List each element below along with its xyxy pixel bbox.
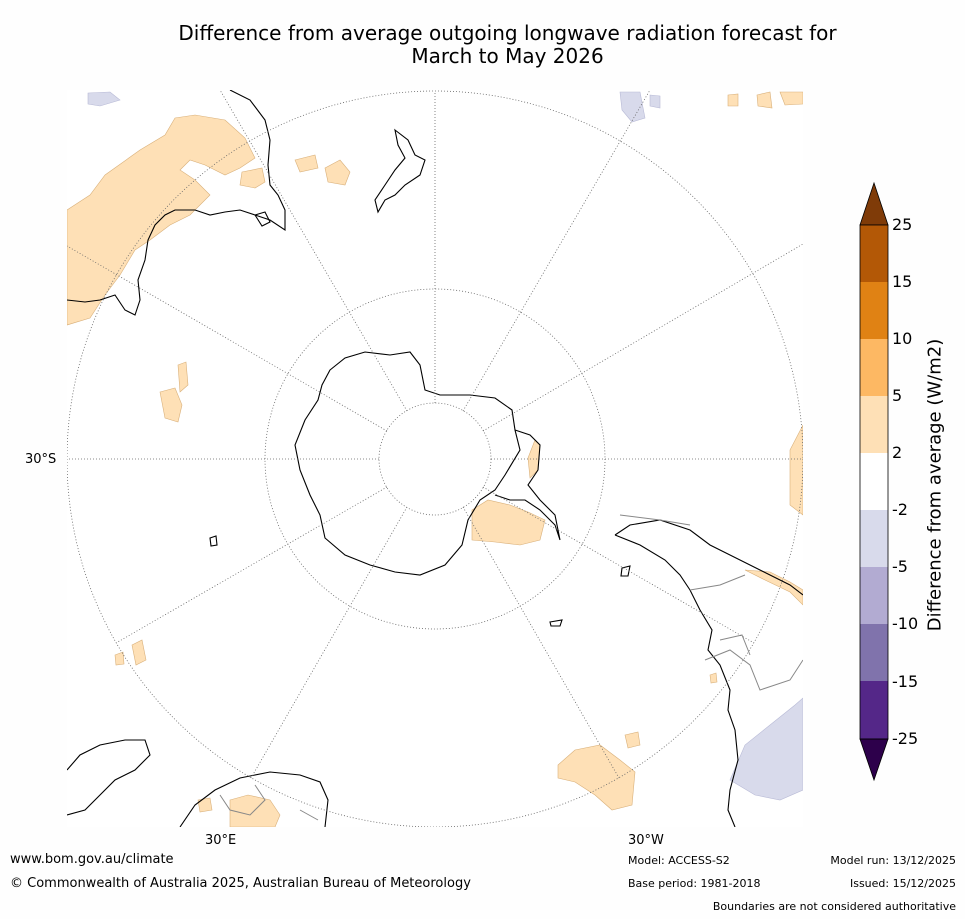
anomaly-region-pacific-north-negative2 xyxy=(649,94,661,109)
colorbar-bin-minus15-25 xyxy=(860,681,888,739)
border-africa xyxy=(219,784,319,821)
colorbar-bin-neutral xyxy=(860,453,888,510)
border-australia-top xyxy=(619,514,691,526)
colorbar-tick-minus5: -5 xyxy=(892,557,908,576)
graticule-meridian-30w xyxy=(462,506,620,779)
anomaly-region-indian-negative xyxy=(87,91,121,107)
graticule-meridian-150w xyxy=(462,90,651,412)
anomaly-region-pacific-west xyxy=(294,154,319,173)
coastline-falklands xyxy=(620,565,631,577)
colorbar-bin-minus10-15 xyxy=(860,624,888,681)
coastline-madagascar-area xyxy=(209,535,218,547)
graticule-meridian-60w xyxy=(482,486,755,644)
coastline-south-georgia xyxy=(549,619,563,627)
colorbar-title: Difference from average (W/m2) xyxy=(924,338,946,632)
anomaly-region-pacific-central xyxy=(324,159,351,186)
footer-boundaries-note: Boundaries are not considered authoritat… xyxy=(712,900,956,913)
graticule-meridian-30e xyxy=(250,506,408,779)
anomaly-region-atlantic-south xyxy=(557,744,636,811)
border-south-america xyxy=(689,574,803,691)
graticule-meridian-60e xyxy=(115,486,388,644)
anomaly-region-pacific-north-negative xyxy=(619,91,646,123)
anomaly-region-pacific-north3 xyxy=(727,93,739,107)
colorbar-bin-minus5-10 xyxy=(860,567,888,624)
positive-anomaly-regions xyxy=(67,91,803,827)
footer-model: Model: ACCESS-S2 xyxy=(628,854,730,867)
footer-website-link[interactable]: www.bom.gov.au/climate xyxy=(10,852,174,867)
colorbar xyxy=(859,181,889,782)
map-title: Difference from average outgoing longwav… xyxy=(60,22,955,68)
anomaly-region-pacific-north xyxy=(756,91,773,109)
colorbar-bin-10-15 xyxy=(860,282,888,339)
coastline-australia xyxy=(67,90,286,316)
colorbar-tick-minus10: -10 xyxy=(892,614,919,633)
map-title-line2: March to May 2026 xyxy=(411,44,604,68)
colorbar-tick-minus2: -2 xyxy=(892,500,908,519)
anomaly-region-atlantic-small xyxy=(624,731,641,749)
footer-base-period: Base period: 1981-2018 xyxy=(628,877,761,890)
map-content xyxy=(67,90,803,827)
anomaly-region-indian-small2 xyxy=(159,387,183,423)
anomaly-region-indian-ocean-north xyxy=(67,114,256,326)
anomaly-region-atlantic-negative xyxy=(729,697,803,801)
colorbar-tick-25: 25 xyxy=(892,215,913,234)
coastlines xyxy=(67,90,803,827)
colorbar-bin-15-25 xyxy=(860,225,888,282)
colorbar-tick-10: 10 xyxy=(892,329,913,348)
graticule xyxy=(67,90,803,827)
colorbar-tick-5: 5 xyxy=(892,386,903,405)
colorbar-arrow-top xyxy=(859,181,889,226)
coastline-antarctic-peninsula xyxy=(494,429,561,541)
anomaly-region-indian-tiny xyxy=(114,651,125,666)
lon-label-30w: 30°W xyxy=(628,833,664,848)
colorbar-tick-minus25: -25 xyxy=(892,729,919,748)
colorbar-tick-minus15: -15 xyxy=(892,672,919,691)
negative-anomaly-regions xyxy=(87,91,803,801)
anomaly-region-tasman xyxy=(239,167,266,189)
anomaly-region-pacific-north2 xyxy=(779,91,803,106)
colorbar-bin-5-10 xyxy=(860,339,888,396)
anomaly-region-africa-south xyxy=(229,794,281,827)
colorbar-arrow-bottom xyxy=(859,738,889,782)
lon-label-30e: 30°E xyxy=(205,833,237,848)
lat-label-30s: 30°S xyxy=(25,452,57,467)
country-borders xyxy=(219,514,803,821)
coastline-antarctica xyxy=(294,351,521,576)
coastline-tasmania xyxy=(254,211,271,227)
anomaly-region-indian-small xyxy=(177,361,189,393)
anomaly-region-south-america-east xyxy=(789,424,803,516)
anomaly-region-weddell xyxy=(471,499,546,546)
footer-model-run: Model run: 13/12/2025 xyxy=(830,854,956,867)
map-title-line1: Difference from average outgoing longwav… xyxy=(178,21,837,45)
coastline-africa xyxy=(67,739,329,827)
coastline-new-zealand xyxy=(374,128,426,214)
colorbar-frame xyxy=(859,224,889,740)
colorbar-bin-minus2-5 xyxy=(860,510,888,567)
colorbar-tick-2: 2 xyxy=(892,443,903,462)
anomaly-region-africa-small xyxy=(197,797,213,813)
footer-copyright: © Commonwealth of Australia 2025, Austra… xyxy=(10,876,471,891)
colorbar-tick-15: 15 xyxy=(892,272,913,291)
coastline-south-america xyxy=(614,519,803,827)
anomaly-region-madagascar-south xyxy=(131,639,147,666)
graticule-meridian-150e xyxy=(219,90,408,412)
colorbar-bin-2-5 xyxy=(860,396,888,453)
anomaly-region-southern-atlantic-tiny xyxy=(709,672,718,684)
footer-issued: Issued: 15/12/2025 xyxy=(849,877,956,890)
